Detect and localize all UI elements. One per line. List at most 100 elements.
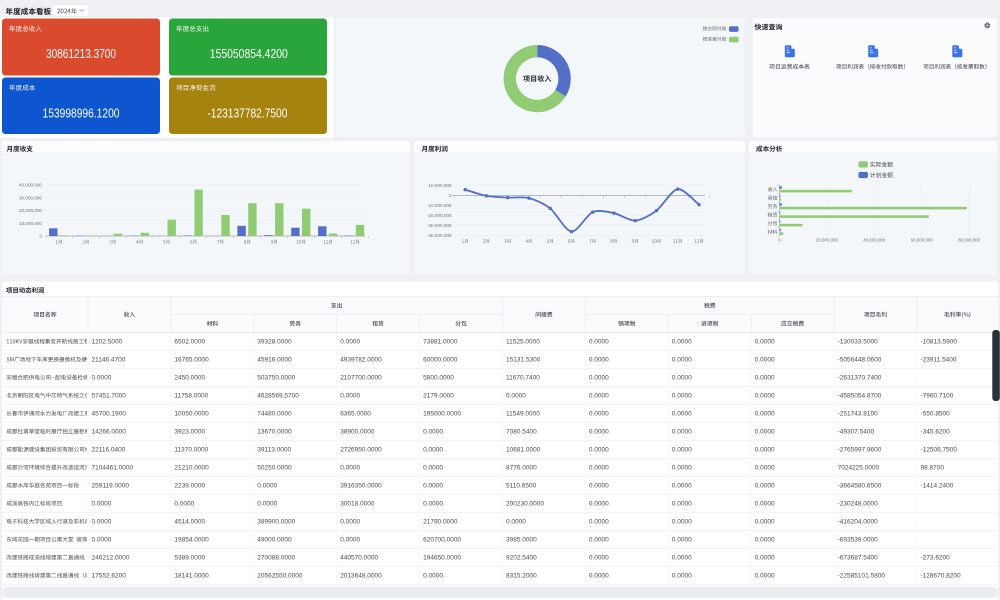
svg-text:0.0000: 0.0000 — [672, 536, 692, 543]
svg-text:0.0000: 0.0000 — [755, 410, 775, 417]
svg-text:21210.0000: 21210.0000 — [174, 464, 209, 471]
svg-text:-49307.5400: -49307.5400 — [838, 428, 875, 435]
svg-text:-4585054.8700: -4585054.8700 — [838, 392, 882, 399]
svg-text:0.0000: 0.0000 — [672, 410, 692, 417]
svg-text:246212.0000: 246212.0000 — [92, 554, 130, 561]
svg-text:0.0000: 0.0000 — [340, 464, 360, 471]
svg-text:2450.0000: 2450.0000 — [174, 374, 205, 381]
svg-text:389900.0000: 389900.0000 — [257, 518, 295, 525]
svg-text:259119.0000: 259119.0000 — [92, 482, 130, 489]
svg-text:-23911.5400: -23911.5400 — [921, 356, 957, 363]
svg-text:0.0000: 0.0000 — [423, 464, 443, 471]
svg-text:0.0000: 0.0000 — [589, 572, 609, 579]
svg-text:2239.0000: 2239.0000 — [174, 482, 205, 489]
svg-text:0.0000: 0.0000 — [755, 554, 775, 561]
svg-text:-128670.8200: -128670.8200 — [921, 572, 962, 579]
svg-text:-693539.0000: -693539.0000 — [838, 536, 879, 543]
svg-text:0.0000: 0.0000 — [672, 338, 692, 345]
svg-text:-416204.0000: -416204.0000 — [838, 518, 879, 525]
svg-text:-123137782.7500: -123137782.7500 — [207, 105, 287, 120]
svg-text:30861213.3700: 30861213.3700 — [46, 46, 116, 61]
svg-text:440570.0000: 440570.0000 — [340, 554, 378, 561]
svg-text:-10813.5900: -10813.5900 — [921, 338, 958, 345]
svg-text:0.0000: 0.0000 — [589, 410, 609, 417]
svg-text:60000.0000: 60000.0000 — [423, 356, 458, 363]
svg-text:11370.0000: 11370.0000 — [174, 446, 208, 453]
svg-text:0.0000: 0.0000 — [92, 500, 112, 507]
svg-text:0.0000: 0.0000 — [423, 500, 443, 507]
svg-text:-3664580.6500: -3664580.6500 — [838, 482, 882, 489]
svg-text:-10,000,000: -10,000,000 — [427, 203, 452, 208]
svg-text:10050.0000: 10050.0000 — [174, 410, 209, 417]
svg-text:3923.0000: 3923.0000 — [174, 428, 205, 435]
svg-text:2179.0000: 2179.0000 — [423, 392, 454, 399]
svg-text:38900.0000: 38900.0000 — [340, 428, 375, 435]
svg-text:8315.2000: 8315.2000 — [506, 572, 537, 579]
svg-text:155050854.4200: 155050854.4200 — [210, 46, 288, 61]
svg-text:19854.0000: 19854.0000 — [174, 536, 209, 543]
svg-text:0.0000: 0.0000 — [174, 500, 194, 507]
svg-text:11549.0000: 11549.0000 — [506, 410, 540, 417]
svg-text:503750.0000: 503750.0000 — [257, 374, 295, 381]
svg-text:0.0000: 0.0000 — [423, 446, 443, 453]
svg-text:0.0000: 0.0000 — [92, 374, 112, 381]
svg-text:40,000,000: 40,000,000 — [863, 238, 886, 243]
svg-text:0.0000: 0.0000 — [589, 518, 609, 525]
svg-text:15131.5300: 15131.5300 — [506, 356, 541, 363]
svg-text:-40,000,000: -40,000,000 — [427, 233, 452, 238]
svg-text:0.0000: 0.0000 — [589, 392, 609, 399]
svg-text:7080.5400: 7080.5400 — [506, 428, 537, 435]
svg-text:45700.1900: 45700.1900 — [92, 410, 127, 417]
svg-text:0: 0 — [39, 234, 42, 239]
svg-text:0.0000: 0.0000 — [589, 446, 609, 453]
svg-text:17552.6200: 17552.6200 — [92, 572, 127, 579]
svg-text:0.0000: 0.0000 — [340, 536, 360, 543]
svg-text:3916350.0000: 3916350.0000 — [340, 482, 382, 489]
svg-text:0.0000: 0.0000 — [672, 392, 692, 399]
svg-text:3985.0000: 3985.0000 — [506, 536, 537, 543]
svg-text:0.0000: 0.0000 — [589, 500, 609, 507]
svg-text:-20,000,000: -20,000,000 — [427, 213, 452, 218]
svg-text:0.0000: 0.0000 — [672, 374, 692, 381]
svg-text:0.0000: 0.0000 — [257, 482, 277, 489]
svg-text:0.0000: 0.0000 — [755, 500, 775, 507]
svg-text:-130033.5000: -130033.5000 — [838, 338, 879, 345]
svg-text:0: 0 — [778, 238, 781, 243]
svg-text:-30,000,000: -30,000,000 — [427, 223, 452, 228]
svg-text:80,000,000: 80,000,000 — [958, 238, 981, 243]
svg-text:0.0000: 0.0000 — [257, 500, 277, 507]
svg-text:0.0000: 0.0000 — [755, 446, 775, 453]
svg-text:4514.0000: 4514.0000 — [174, 518, 205, 525]
svg-text:40,000,000: 40,000,000 — [19, 183, 42, 188]
svg-text:1202.5000: 1202.5000 — [92, 338, 123, 345]
svg-text:0.0000: 0.0000 — [423, 482, 443, 489]
svg-text:0: 0 — [449, 193, 452, 198]
svg-text:11670.7400: 11670.7400 — [506, 374, 540, 381]
svg-text:22116.0400: 22116.0400 — [92, 446, 126, 453]
svg-text:0.0000: 0.0000 — [506, 392, 526, 399]
svg-text:10,000,000: 10,000,000 — [19, 221, 42, 226]
svg-text:0.0000: 0.0000 — [423, 572, 443, 579]
svg-text:0.0000: 0.0000 — [92, 536, 112, 543]
svg-text:0.0000: 0.0000 — [506, 518, 526, 525]
svg-text:620700.0000: 620700.0000 — [423, 536, 461, 543]
svg-text:0.0000: 0.0000 — [589, 374, 609, 381]
svg-text:0.0000: 0.0000 — [755, 374, 775, 381]
svg-text:-7960.7100: -7960.7100 — [921, 392, 954, 399]
svg-text:-22585101.5800: -22585101.5800 — [838, 572, 886, 579]
svg-text:-2765997.9600: -2765997.9600 — [838, 446, 882, 453]
svg-text:0.0000: 0.0000 — [755, 572, 775, 579]
svg-text:-550.8500: -550.8500 — [921, 410, 951, 417]
svg-text:14266.0000: 14266.0000 — [92, 428, 127, 435]
svg-text:20,000,000: 20,000,000 — [816, 238, 839, 243]
svg-text:0.0000: 0.0000 — [672, 356, 692, 363]
svg-text:-345.6200: -345.6200 — [921, 428, 951, 435]
svg-text:6502.0000: 6502.0000 — [174, 338, 205, 345]
svg-text:-673687.5400: -673687.5400 — [838, 554, 879, 561]
svg-text:0.0000: 0.0000 — [672, 554, 692, 561]
svg-text:2013648.0000: 2013648.0000 — [340, 572, 382, 579]
svg-text:98.8700: 98.8700 — [921, 464, 945, 471]
svg-text:30018.0000: 30018.0000 — [340, 500, 375, 507]
svg-text:21146.4700: 21146.4700 — [92, 356, 126, 363]
svg-text:0.0000: 0.0000 — [755, 464, 775, 471]
